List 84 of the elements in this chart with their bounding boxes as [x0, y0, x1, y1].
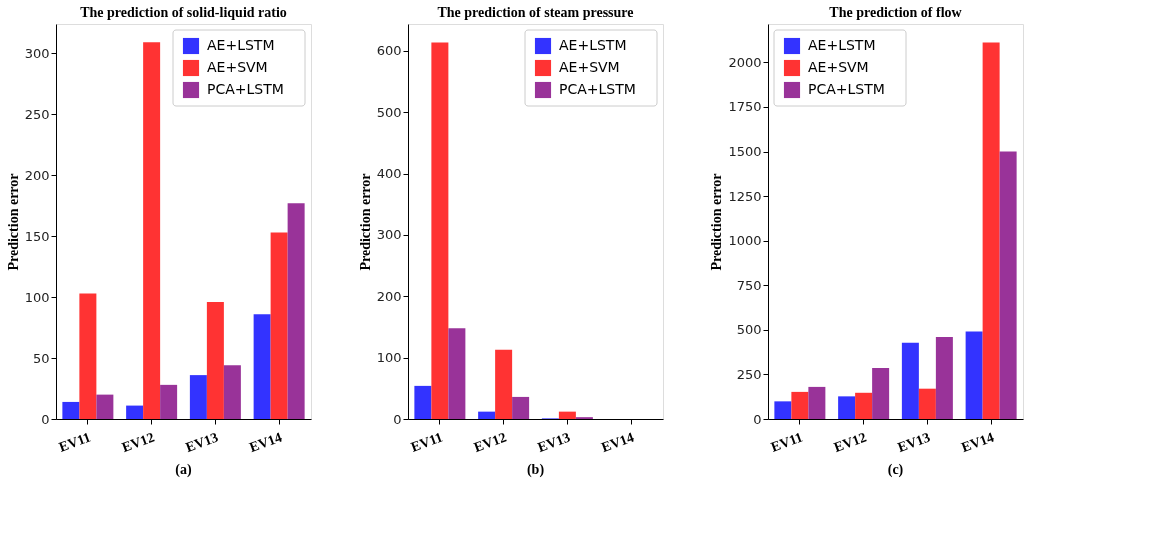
- bar: [512, 396, 530, 419]
- bar: [935, 336, 953, 419]
- bar: [189, 375, 207, 419]
- bar: [965, 331, 983, 419]
- x-tick-label: EV11: [408, 429, 445, 455]
- text: (a): [175, 462, 192, 478]
- y-tick-label: 300: [24, 45, 50, 61]
- bar: [287, 203, 305, 419]
- legend-label: AE+LSTM: [559, 37, 627, 53]
- bar: [270, 232, 288, 419]
- x-tick-label: EV11: [56, 429, 93, 455]
- y-tick-label: 200: [24, 167, 50, 183]
- y-tick-label: 1500: [728, 144, 762, 160]
- legend-label: AE+LSTM: [207, 37, 275, 53]
- bar: [160, 384, 178, 419]
- y-tick-label: 0: [41, 411, 50, 427]
- bar: [206, 301, 224, 419]
- y-tick-label: 50: [32, 350, 50, 366]
- y-tick-label: 500: [376, 104, 402, 120]
- bar: [62, 401, 80, 419]
- bar: [253, 314, 271, 419]
- bar: [143, 42, 161, 419]
- bar: [791, 391, 809, 419]
- y-tick-label: 250: [736, 366, 762, 382]
- chart-title: The prediction of flow: [829, 5, 963, 20]
- chart-title: The prediction of solid-liquid ratio: [80, 5, 287, 20]
- text: (c): [887, 462, 904, 478]
- x-tick-label: EV12: [471, 429, 509, 456]
- x-tick-label: EV14: [599, 429, 636, 456]
- y-tick-label: 1750: [728, 99, 762, 115]
- chart-title: The prediction of steam pressure: [437, 5, 634, 20]
- bar: [448, 328, 466, 419]
- x-tick-label: EV14: [959, 429, 996, 456]
- bar: [999, 151, 1017, 419]
- x-tick-label: EV12: [119, 429, 157, 456]
- x-tick-label: EV13: [183, 429, 221, 456]
- bar: [431, 42, 449, 419]
- y-axis-title: Prediction error: [357, 173, 373, 271]
- y-tick-label: 750: [736, 277, 762, 293]
- y-tick-label: 600: [376, 43, 402, 59]
- x-tick-label: EV13: [535, 429, 573, 456]
- legend-label: PCA+LSTM: [808, 81, 885, 97]
- bar: [872, 368, 890, 419]
- y-tick-label: 0: [753, 411, 762, 427]
- bar: [838, 396, 856, 419]
- y-tick-label: 400: [376, 166, 402, 182]
- x-tick-label: EV14: [247, 429, 284, 456]
- legend-label: AE+SVM: [207, 59, 268, 75]
- bar: [126, 405, 144, 419]
- y-tick-label: 100: [376, 350, 402, 366]
- bar: [855, 392, 873, 419]
- bar: [774, 401, 792, 419]
- text: (b): [526, 462, 545, 478]
- bar: [414, 385, 432, 419]
- bar: [808, 386, 826, 419]
- bar: [901, 342, 919, 419]
- bar: [96, 394, 114, 419]
- legend-label: AE+SVM: [808, 59, 869, 75]
- bar: [495, 349, 513, 419]
- x-tick-label: EV12: [831, 429, 869, 456]
- x-tick-label: EV11: [768, 429, 805, 455]
- y-tick-label: 100: [24, 289, 50, 305]
- x-tick-label: EV13: [895, 429, 933, 456]
- y-tick-label: 150: [24, 228, 50, 244]
- bar: [478, 411, 496, 419]
- bar: [223, 365, 241, 419]
- bar: [79, 293, 97, 419]
- bar: [558, 411, 576, 419]
- y-tick-label: 250: [24, 106, 50, 122]
- y-tick-label: 1000: [728, 233, 762, 249]
- y-tick-label: 200: [376, 288, 402, 304]
- legend-label: AE+SVM: [559, 59, 620, 75]
- legend-label: AE+LSTM: [808, 37, 876, 53]
- y-tick-label: 1250: [728, 188, 762, 204]
- y-tick-label: 500: [736, 322, 762, 338]
- legend-label: PCA+LSTM: [207, 81, 284, 97]
- y-axis-title: Prediction error: [5, 173, 21, 271]
- legend-label: PCA+LSTM: [559, 81, 636, 97]
- y-tick-label: 0: [393, 411, 402, 427]
- bar: [982, 42, 1000, 419]
- bar: [918, 388, 936, 419]
- y-axis-title: Prediction error: [709, 173, 725, 271]
- y-tick-label: 2000: [728, 54, 762, 70]
- y-tick-label: 300: [376, 227, 402, 243]
